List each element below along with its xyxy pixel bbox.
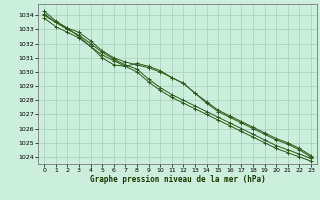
X-axis label: Graphe pression niveau de la mer (hPa): Graphe pression niveau de la mer (hPa) [90,175,266,184]
